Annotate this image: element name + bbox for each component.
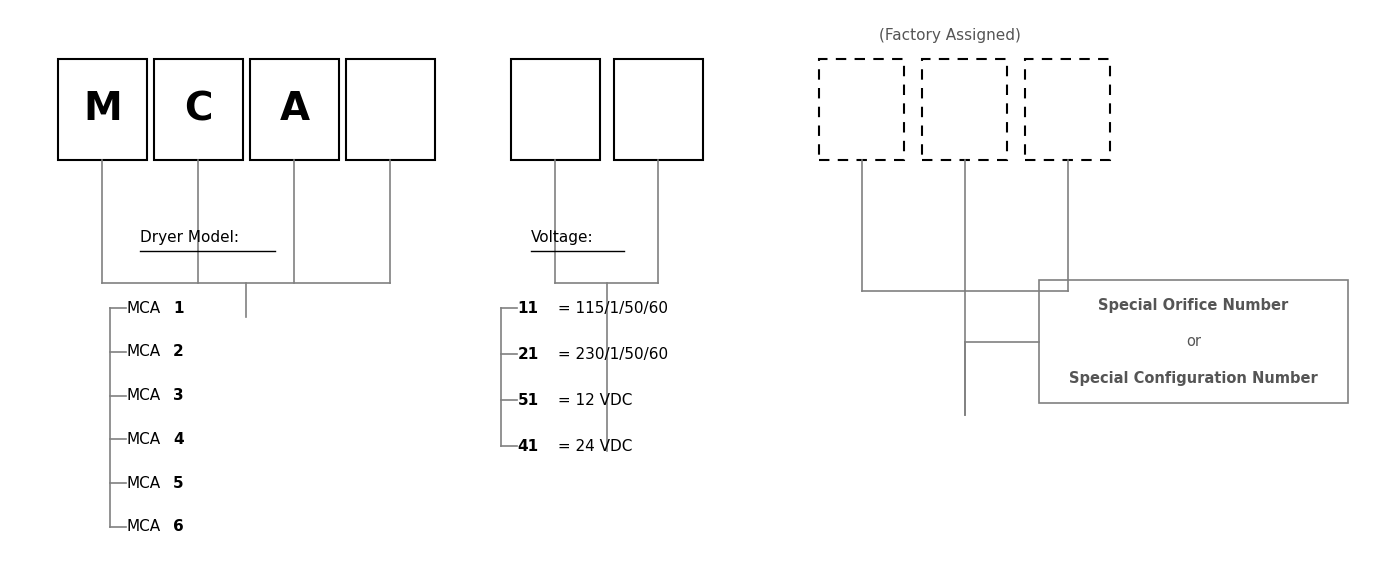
- Text: MCA: MCA: [127, 388, 160, 403]
- Text: 41: 41: [518, 439, 539, 453]
- Text: 3: 3: [174, 388, 183, 403]
- Text: MCA: MCA: [127, 345, 160, 359]
- Text: 4: 4: [174, 432, 183, 447]
- Bar: [922, 59, 1007, 160]
- Text: = 115/1/50/60: = 115/1/50/60: [553, 301, 668, 316]
- Text: Dryer Model:: Dryer Model:: [141, 230, 238, 245]
- Bar: [154, 59, 243, 160]
- Bar: [511, 59, 599, 160]
- Text: 11: 11: [518, 301, 539, 316]
- Text: (Factory Assigned): (Factory Assigned): [879, 28, 1021, 43]
- Text: 6: 6: [174, 519, 183, 534]
- Text: M: M: [83, 90, 121, 128]
- Text: MCA: MCA: [127, 475, 160, 491]
- Text: 51: 51: [518, 393, 539, 408]
- Text: Special Configuration Number: Special Configuration Number: [1069, 371, 1317, 386]
- Bar: [249, 59, 339, 160]
- Text: or: or: [1186, 335, 1200, 349]
- Text: Special Orifice Number: Special Orifice Number: [1098, 298, 1288, 313]
- Bar: [1039, 280, 1348, 404]
- Text: MCA: MCA: [127, 301, 160, 316]
- Text: MCA: MCA: [127, 432, 160, 447]
- Text: 21: 21: [518, 347, 539, 362]
- Text: 5: 5: [174, 475, 183, 491]
- Text: A: A: [280, 90, 310, 128]
- Text: = 230/1/50/60: = 230/1/50/60: [553, 347, 668, 362]
- Text: Voltage:: Voltage:: [531, 230, 594, 245]
- Bar: [820, 59, 904, 160]
- Text: = 24 VDC: = 24 VDC: [553, 439, 633, 453]
- Text: MCA: MCA: [127, 519, 160, 534]
- Text: 1: 1: [174, 301, 183, 316]
- Text: = 12 VDC: = 12 VDC: [553, 393, 633, 408]
- Bar: [58, 59, 147, 160]
- Text: C: C: [185, 90, 212, 128]
- Bar: [346, 59, 435, 160]
- Bar: [1025, 59, 1111, 160]
- Bar: [613, 59, 703, 160]
- Text: 2: 2: [174, 345, 183, 359]
